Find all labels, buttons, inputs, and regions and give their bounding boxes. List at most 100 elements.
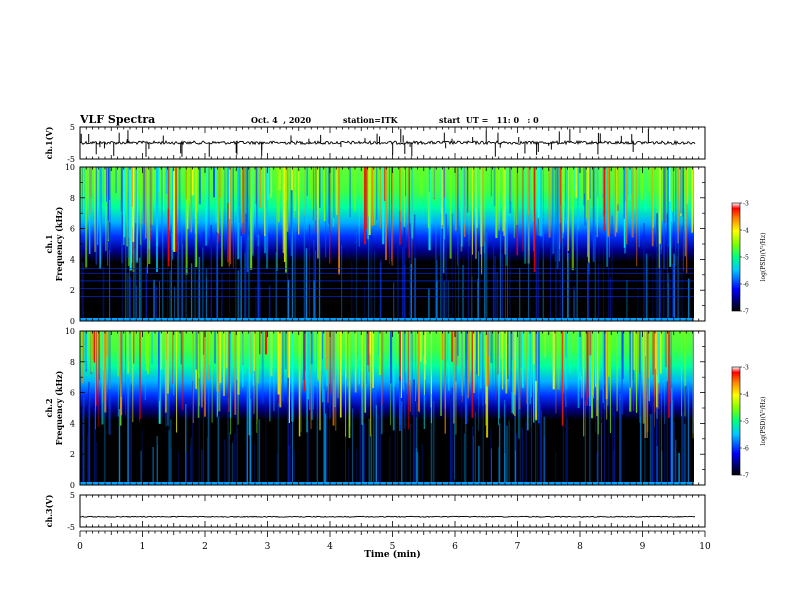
spectrogram-streak [407, 331, 409, 430]
y-tick-label: 4 [70, 255, 75, 264]
spectrogram-sferic [430, 393, 433, 485]
spectrogram-sferic [681, 381, 683, 485]
spectrogram-streak [660, 167, 662, 254]
spectrogram-streak [378, 331, 381, 375]
spectrogram-sferic [154, 285, 156, 321]
spectrogram-streak [287, 331, 290, 403]
spectrogram-streak [284, 331, 287, 370]
spectrogram-streak [298, 331, 300, 410]
spectrogram-sferic [236, 379, 238, 485]
spectrogram-sferic [167, 257, 168, 321]
spectrogram-streak [161, 167, 163, 243]
spectrogram-sferic [130, 277, 131, 321]
spectrogram-sferic [303, 215, 305, 321]
spectrogram-streak [195, 167, 198, 212]
spectrogram-streak [647, 331, 650, 378]
spectrogram-sferic [234, 433, 236, 485]
y-tick-label: 2 [70, 450, 75, 459]
spectrogram-streak [476, 331, 478, 399]
colorbar-tick-label: -6 [743, 282, 749, 289]
spectrogram-streak [402, 331, 404, 389]
spectrogram-sferic [393, 282, 395, 321]
spectrogram-streak [143, 167, 145, 240]
spectrogram-streak [400, 331, 402, 398]
spectrogram-streak [595, 331, 596, 387]
spectrogram-sferic [658, 269, 661, 321]
spectrogram-streak [219, 331, 222, 383]
spectrogram-sferic [659, 249, 662, 321]
spectrogram-streak [455, 331, 457, 382]
spectrogram-sferic [447, 280, 449, 321]
spectrogram-streak [144, 331, 146, 400]
spectrogram-streak [135, 167, 138, 263]
spectrogram-sferic [573, 289, 575, 321]
spectrogram-streak [306, 167, 308, 230]
spectrogram-streak [147, 331, 149, 375]
spectrogram-streak [481, 167, 484, 247]
spectrogram-sferic [462, 264, 464, 321]
spectrogram-streak [566, 331, 568, 390]
spectrogram-streak [81, 331, 84, 384]
spectrogram-streak [585, 167, 587, 222]
spectrogram-streak [358, 167, 360, 247]
spectrogram-sferic [681, 226, 683, 321]
spectrogram-streak [370, 331, 372, 437]
spectrogram-sferic [678, 453, 680, 485]
spectrogram-streak [194, 167, 196, 234]
spectrogram-streak [298, 167, 300, 235]
spectrogram-streak [283, 167, 286, 262]
spectrogram-streak [440, 331, 442, 416]
spectrogram-streak [310, 331, 313, 365]
spectrogram-sferic [315, 250, 316, 321]
spectrogram-streak [630, 331, 633, 388]
spectrogram-streak [326, 331, 329, 390]
spectrogram-streak [428, 167, 430, 193]
spectrogram-streak [658, 167, 661, 244]
spectrogram-streak [252, 331, 255, 386]
spectrogram-sferic [455, 239, 456, 321]
spectrogram-streak [123, 167, 126, 238]
spectrogram-sferic [323, 389, 325, 485]
spectrogram-streak [473, 331, 475, 393]
spectrogram-streak [634, 167, 636, 210]
spectrogram-sferic [268, 286, 271, 321]
spectrogram-streak [434, 167, 436, 198]
spectrogram-sferic [688, 278, 690, 321]
spectrogram-streak [567, 167, 568, 262]
spectrogram-streak [681, 331, 682, 417]
spectrogram-sferic [304, 290, 306, 321]
spectrogram-streak [327, 167, 330, 224]
colorbar-tick-label: -5 [743, 419, 749, 426]
spectrogram-sferic [485, 232, 488, 321]
spectrogram-streak [265, 167, 266, 237]
spectrogram-streak [104, 331, 107, 413]
spectrogram-sferic [505, 222, 506, 321]
spectrogram-streak [583, 167, 585, 206]
spectrogram-streak [592, 167, 595, 262]
spectrogram-sferic [309, 224, 311, 321]
spectrogram-streak [256, 331, 258, 425]
spectrogram-streak [209, 167, 210, 191]
spectrogram-streak [654, 331, 655, 427]
spectrogram-streak [682, 167, 684, 272]
spectrogram-sferic [185, 452, 187, 485]
spectrogram-sferic [506, 425, 508, 485]
spectrogram-streak [392, 331, 395, 431]
spectrogram-streak [234, 331, 237, 415]
spectrogram-streak [686, 167, 689, 204]
spectrogram-sferic [140, 223, 142, 321]
spectrogram-sferic [130, 384, 132, 485]
spectrogram-streak [190, 167, 192, 233]
spectrogram-streak [335, 331, 337, 431]
spectrogram-streak [657, 331, 660, 384]
spectrogram-sferic [519, 407, 521, 485]
spectrogram-streak [644, 331, 647, 438]
spectrogram-sferic [185, 265, 187, 321]
spectrogram-streak [466, 331, 468, 361]
spectrogram-sferic [249, 398, 252, 485]
spectrogram-sferic [428, 288, 430, 321]
spectrogram-sferic [203, 407, 204, 485]
spectrogram-streak [270, 331, 273, 377]
spectrogram-streak [86, 331, 89, 362]
x-axis-label: Time (min) [364, 549, 421, 560]
